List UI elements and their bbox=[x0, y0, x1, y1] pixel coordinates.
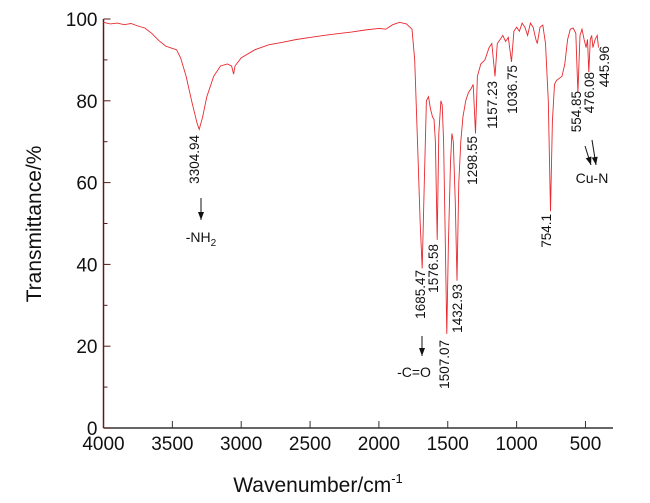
peak-label: 1576.58 bbox=[426, 244, 441, 293]
spectrum-line bbox=[103, 21, 599, 334]
peak-label: 1298.55 bbox=[465, 136, 480, 185]
cun-476-arrowhead bbox=[585, 156, 592, 165]
nh2-arrowhead bbox=[198, 212, 204, 220]
ticks: 4000 3500 3000 2500 2000 1500 1000 500 0 20 40 60 80… bbox=[66, 10, 602, 455]
peak-label: 1036.75 bbox=[505, 65, 520, 114]
y-tick-label: 40 bbox=[76, 255, 97, 276]
x-tick-label: 2500 bbox=[289, 434, 331, 455]
nh2-subscript: 2 bbox=[211, 238, 217, 249]
peak-label: 1685.47 bbox=[413, 270, 428, 319]
co-group-label: -C=O bbox=[397, 364, 431, 380]
cun-554-arrowhead bbox=[591, 156, 598, 165]
x-tick-label: 3000 bbox=[220, 434, 262, 455]
x-axis-title-superscript: -1 bbox=[391, 471, 403, 486]
nh2-group-label: -NH2 bbox=[186, 229, 217, 249]
peak-label: 754.1 bbox=[539, 214, 554, 248]
peak-label: 554.85 bbox=[569, 91, 584, 132]
x-tick-label: 4000 bbox=[82, 434, 124, 455]
x-tick-label: 500 bbox=[570, 434, 602, 455]
y-axis-title: Transmittance/% bbox=[23, 146, 46, 303]
x-tick-label: 1000 bbox=[495, 434, 537, 455]
peak-label: 3304.94 bbox=[187, 135, 202, 184]
peak-label: 1432.93 bbox=[450, 284, 465, 333]
peak-label: 1507.07 bbox=[437, 340, 452, 389]
y-tick-label: 20 bbox=[76, 337, 97, 358]
co-arrowhead bbox=[419, 348, 425, 356]
y-tick-label: 60 bbox=[76, 174, 97, 195]
x-axis-title: Wavenumber/cm-1 bbox=[233, 471, 403, 497]
x-tick-label: 3500 bbox=[151, 434, 193, 455]
y-tick-label: 0 bbox=[87, 419, 98, 440]
x-axis-title-text: Wavenumber/cm bbox=[233, 474, 391, 497]
axes bbox=[102, 19, 613, 429]
y-tick-label: 100 bbox=[66, 10, 98, 31]
peak-label: 1157.23 bbox=[485, 81, 500, 129]
cun-group-label: Cu-N bbox=[576, 170, 609, 186]
y-tick-label: 80 bbox=[76, 92, 97, 113]
x-tick-label: 2000 bbox=[358, 434, 400, 455]
peak-label: 445.96 bbox=[597, 46, 612, 87]
x-tick-label: 1500 bbox=[427, 434, 469, 455]
peak-label: 476.08 bbox=[582, 72, 597, 113]
nh2-main: -NH bbox=[186, 229, 211, 245]
